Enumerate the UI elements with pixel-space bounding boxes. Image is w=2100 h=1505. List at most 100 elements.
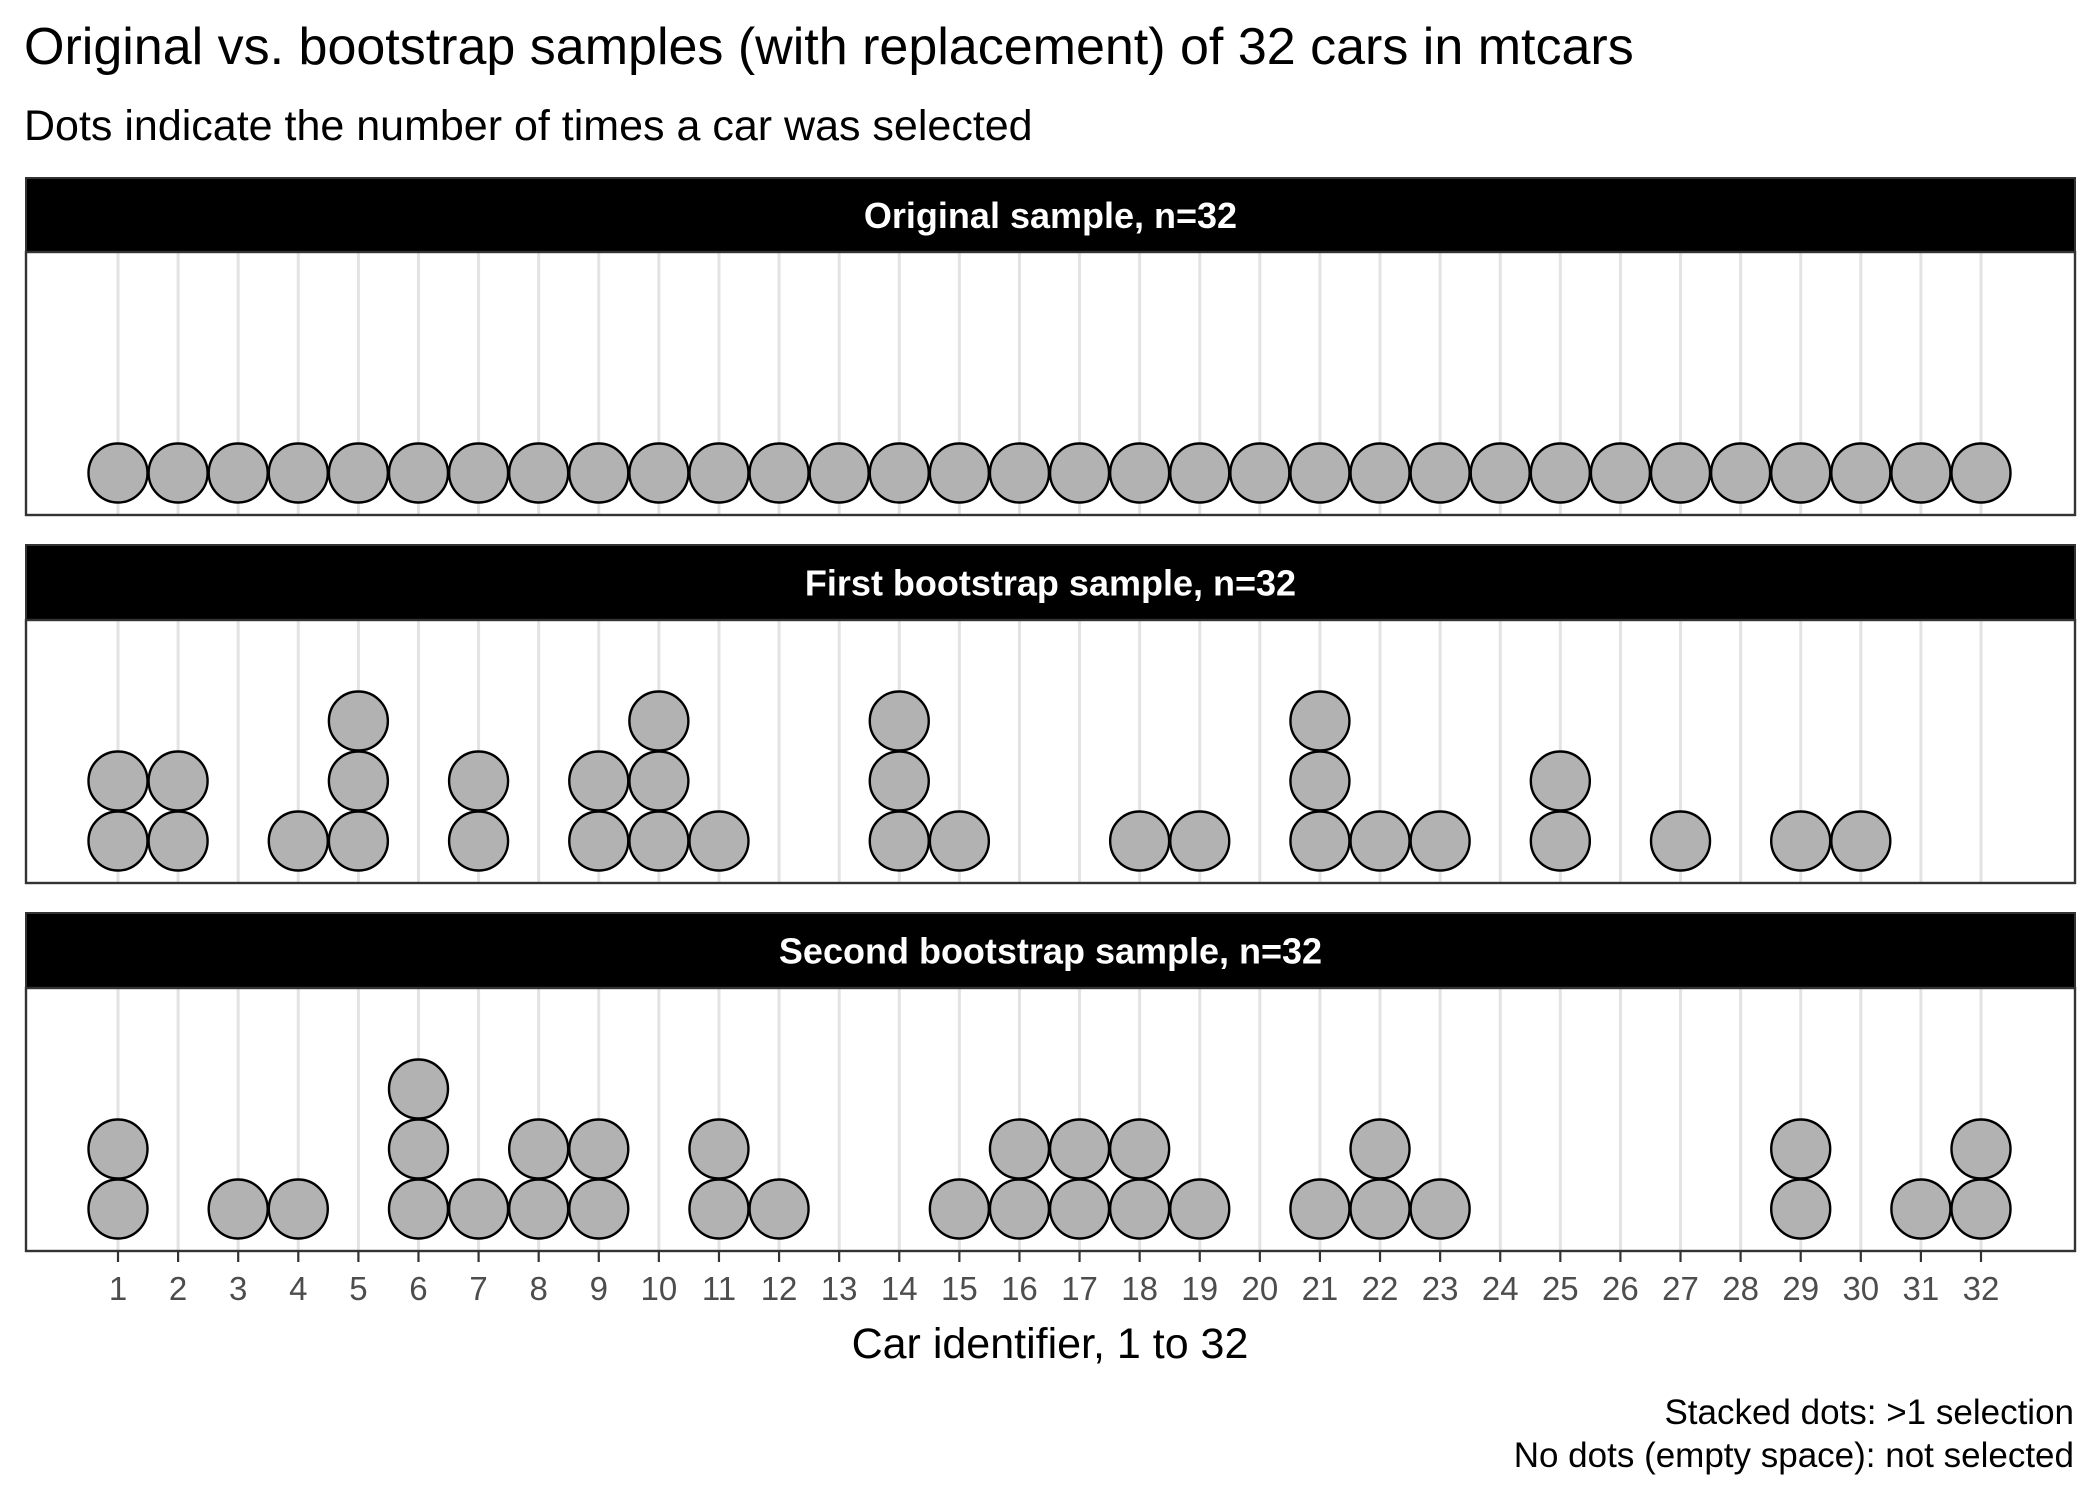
x-axis: 1 2 3 4 5 6 7 8 9 10 11 12 13 14 15 16 17 18 19 20 21 22 23 24 2… [109, 1251, 1999, 1307]
dot-car-29 [1770, 1178, 1832, 1240]
dot-car-6 [387, 1058, 450, 1120]
x-tick-label: 12 [761, 1270, 798, 1307]
dot-car-32 [1950, 442, 2012, 504]
x-tick-label: 19 [1181, 1270, 1218, 1307]
dot-car-32 [1950, 1118, 2012, 1180]
x-tick-label: 30 [1842, 1270, 1879, 1307]
dot-car-12 [748, 442, 810, 504]
dot-car-29 [1770, 810, 1832, 872]
x-tick-label: 31 [1903, 1270, 1940, 1307]
dot-car-25 [1529, 750, 1592, 812]
dot-car-21 [1289, 442, 1351, 504]
x-tick-label: 18 [1121, 1270, 1158, 1307]
dot-car-10 [628, 810, 690, 872]
dot-car-2 [147, 810, 209, 872]
x-tick-label: 21 [1302, 1270, 1339, 1307]
dot-car-18 [1108, 1178, 1171, 1240]
dot-car-15 [928, 810, 991, 872]
dot-car-6 [387, 442, 450, 504]
dot-car-9 [568, 1178, 630, 1240]
x-tick-label: 4 [289, 1270, 307, 1307]
dot-car-15 [928, 1178, 991, 1240]
dot-car-11 [688, 810, 750, 872]
dot-car-22 [1349, 810, 1411, 872]
dot-car-1 [87, 1118, 149, 1180]
panel-border [24, 250, 2077, 517]
panel-strip-label: Second bootstrap sample, n=32 [779, 931, 1322, 972]
x-tick-label: 15 [941, 1270, 978, 1307]
dot-car-10 [628, 690, 690, 752]
dot-car-22 [1349, 442, 1411, 504]
dot-car-1 [87, 750, 149, 812]
dot-car-8 [507, 1118, 570, 1180]
dot-car-17 [1048, 442, 1111, 504]
dot-car-10 [628, 442, 690, 504]
x-axis-label: Car identifier, 1 to 32 [852, 1320, 1249, 1368]
dot-car-29 [1770, 1118, 1832, 1180]
dot-car-30 [1830, 442, 1892, 504]
x-tick-label: 10 [641, 1270, 678, 1307]
dot-car-21 [1289, 690, 1351, 752]
x-tick-label: 5 [349, 1270, 367, 1307]
dot-car-25 [1529, 442, 1592, 504]
panel-3: Second bootstrap sample, n=32 [24, 912, 2077, 1253]
dot-car-23 [1409, 442, 1471, 504]
panel-strip [25, 912, 2076, 989]
dot-car-12 [748, 1178, 810, 1240]
dot-car-30 [1830, 810, 1892, 872]
dot-car-8 [507, 442, 570, 504]
panels-layer: Original sample, n=32 First bootstrap sam… [24, 177, 2077, 1253]
dot-car-17 [1048, 1118, 1111, 1180]
x-tick-label: 14 [881, 1270, 918, 1307]
dot-car-9 [568, 442, 630, 504]
dot-car-1 [87, 810, 149, 872]
x-tick-label: 8 [529, 1270, 547, 1307]
panel-2: First bootstrap sample, n=32 [24, 544, 2077, 885]
dot-car-17 [1048, 1178, 1111, 1240]
dot-car-14 [868, 442, 930, 504]
dot-car-19 [1169, 1178, 1231, 1240]
dot-car-5 [327, 690, 390, 752]
dot-car-9 [568, 750, 630, 812]
dot-car-24 [1469, 442, 1531, 504]
dot-car-7 [447, 750, 510, 812]
dot-car-21 [1289, 1178, 1351, 1240]
x-tick-label: 9 [590, 1270, 608, 1307]
dot-car-7 [447, 442, 510, 504]
dot-car-7 [447, 1178, 510, 1240]
dot-car-25 [1529, 810, 1592, 872]
dot-car-20 [1229, 442, 1291, 504]
dot-car-5 [327, 442, 390, 504]
dot-car-32 [1950, 1178, 2012, 1240]
x-tick-label: 13 [821, 1270, 858, 1307]
dot-car-31 [1890, 1178, 1952, 1240]
caption-line-1: Stacked dots: >1 selection [1664, 1393, 2074, 1432]
dot-car-6 [387, 1118, 450, 1180]
x-tick-label: 28 [1722, 1270, 1759, 1307]
chart-title: Original vs. bootstrap samples (with rep… [24, 18, 1634, 76]
dot-car-16 [988, 442, 1051, 504]
x-tick-label: 29 [1782, 1270, 1819, 1307]
panel-1: Original sample, n=32 [24, 177, 2077, 517]
dot-car-4 [267, 442, 329, 504]
dot-car-21 [1289, 810, 1351, 872]
dot-car-18 [1108, 1118, 1171, 1180]
dot-car-13 [808, 442, 870, 504]
x-tick-label: 25 [1542, 1270, 1579, 1307]
dot-car-8 [507, 1178, 570, 1240]
dot-car-31 [1890, 442, 1952, 504]
x-tick-label: 20 [1241, 1270, 1278, 1307]
dot-car-14 [868, 750, 930, 812]
dot-car-4 [267, 1178, 329, 1240]
dot-car-7 [447, 810, 510, 872]
dot-car-3 [207, 442, 269, 504]
dot-car-14 [868, 690, 930, 752]
chart-subtitle: Dots indicate the number of times a car … [24, 102, 1033, 150]
x-tick-label: 6 [409, 1270, 427, 1307]
dot-car-19 [1169, 442, 1231, 504]
panel-strip [25, 177, 2076, 253]
dot-car-15 [928, 442, 991, 504]
dot-car-5 [327, 810, 390, 872]
